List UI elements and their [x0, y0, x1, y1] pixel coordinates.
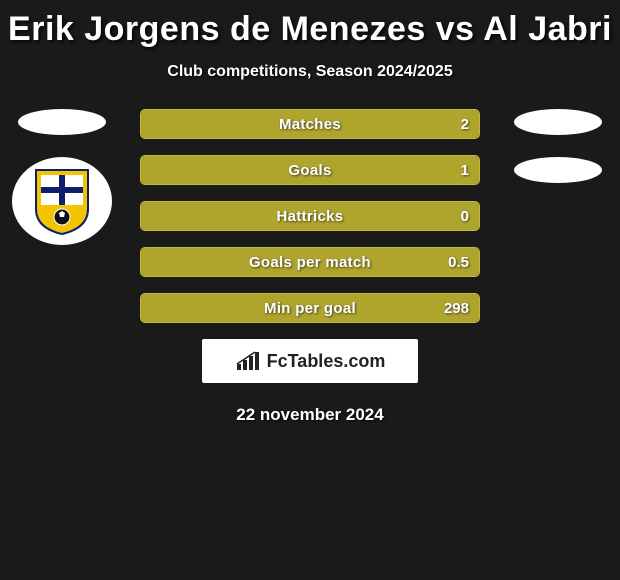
- bar-value: 0: [461, 202, 469, 230]
- right-side-column: [514, 109, 602, 205]
- brand-bars-icon: [235, 350, 261, 372]
- bar-value: 2: [461, 110, 469, 138]
- subtitle: Club competitions, Season 2024/2025: [0, 63, 620, 81]
- bar-label: Goals: [141, 156, 479, 184]
- left-side-column: [18, 109, 112, 245]
- brand-text: FcTables.com: [267, 351, 386, 372]
- player-oval-right-2: [514, 157, 602, 183]
- stat-bars: Matches 2 Goals 1 Hattricks 0 Goals per …: [140, 109, 480, 323]
- date-text: 22 november 2024: [0, 405, 620, 425]
- bar-label: Matches: [141, 110, 479, 138]
- bar-row: Goals per match 0.5: [140, 247, 480, 277]
- bar-value: 298: [444, 294, 469, 322]
- player-oval-right-1: [514, 109, 602, 135]
- bar-row: Hattricks 0: [140, 201, 480, 231]
- bar-row: Min per goal 298: [140, 293, 480, 323]
- bar-row: Matches 2: [140, 109, 480, 139]
- brand-box: FcTables.com: [202, 339, 418, 383]
- bar-row: Goals 1: [140, 155, 480, 185]
- club-shield-icon: [31, 165, 93, 237]
- content-area: Matches 2 Goals 1 Hattricks 0 Goals per …: [0, 109, 620, 425]
- page-title: Erik Jorgens de Menezes vs Al Jabri: [0, 0, 620, 49]
- club-badge: [12, 157, 112, 245]
- player-oval-left: [18, 109, 106, 135]
- bar-label: Hattricks: [141, 202, 479, 230]
- bar-label: Goals per match: [141, 248, 479, 276]
- bar-value: 1: [461, 156, 469, 184]
- bar-value: 0.5: [448, 248, 469, 276]
- bar-label: Min per goal: [141, 294, 479, 322]
